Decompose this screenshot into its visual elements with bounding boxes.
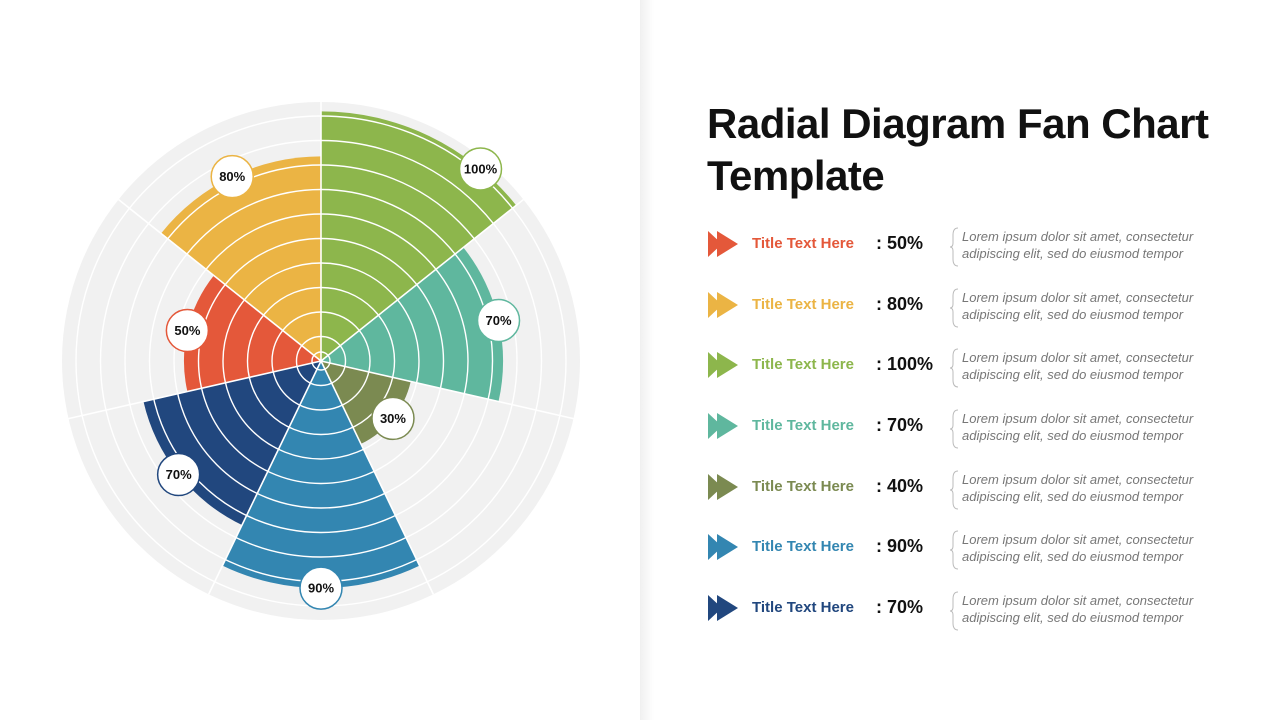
arrow-icon — [706, 230, 740, 258]
legend-description: Lorem ipsum dolor sit amet, consectetur … — [962, 349, 1224, 383]
radial-fan-chart: 100% 70% 30% 90% 70% 50% 80% — [0, 0, 640, 720]
legend-item: Title Text Here : 70% Lorem ipsum dolor … — [706, 590, 1226, 634]
legend-value: : 90% — [876, 536, 923, 557]
legend-description: Lorem ipsum dolor sit amet, consectetur … — [962, 410, 1224, 444]
legend-description: Lorem ipsum dolor sit amet, consectetur … — [962, 228, 1224, 262]
arrow-icon — [706, 473, 740, 501]
page-title: Radial Diagram Fan Chart Template — [707, 98, 1227, 202]
arrow-icon — [706, 533, 740, 561]
legend-description: Lorem ipsum dolor sit amet, consectetur … — [962, 289, 1224, 323]
legend-title: Title Text Here — [752, 356, 854, 373]
legend-value: : 100% — [876, 354, 933, 375]
value-label: 70% — [166, 467, 192, 482]
legend-item: Title Text Here : 70% Lorem ipsum dolor … — [706, 408, 1226, 452]
legend-title: Title Text Here — [752, 538, 854, 555]
chart-panel: 100% 70% 30% 90% 70% 50% 80% — [0, 0, 640, 720]
legend-value: : 80% — [876, 294, 923, 315]
legend-description: Lorem ipsum dolor sit amet, consectetur … — [962, 592, 1224, 626]
brace-icon — [950, 470, 960, 510]
value-label: 30% — [380, 411, 406, 426]
value-label: 80% — [219, 169, 245, 184]
brace-icon — [950, 591, 960, 631]
legend-description: Lorem ipsum dolor sit amet, consectetur … — [962, 531, 1224, 565]
legend-title: Title Text Here — [752, 478, 854, 495]
brace-icon — [950, 288, 960, 328]
legend-item: Title Text Here : 40% Lorem ipsum dolor … — [706, 469, 1226, 513]
legend-item: Title Text Here : 80% Lorem ipsum dolor … — [706, 287, 1226, 331]
brace-icon — [950, 530, 960, 570]
arrow-icon — [706, 594, 740, 622]
legend-title: Title Text Here — [752, 417, 854, 434]
legend-value: : 40% — [876, 476, 923, 497]
value-label: 90% — [308, 581, 334, 596]
legend-title: Title Text Here — [752, 296, 854, 313]
value-label: 70% — [486, 313, 512, 328]
legend-value: : 70% — [876, 597, 923, 618]
legend-title: Title Text Here — [752, 235, 854, 252]
brace-icon — [950, 348, 960, 388]
value-label: 50% — [174, 323, 200, 338]
legend-item: Title Text Here : 90% Lorem ipsum dolor … — [706, 529, 1226, 573]
arrow-icon — [706, 412, 740, 440]
legend-description: Lorem ipsum dolor sit amet, consectetur … — [962, 471, 1224, 505]
arrow-icon — [706, 291, 740, 319]
legend-item: Title Text Here : 100% Lorem ipsum dolor… — [706, 347, 1226, 391]
legend-title: Title Text Here — [752, 599, 854, 616]
brace-icon — [950, 409, 960, 449]
brace-icon — [950, 227, 960, 267]
panel-divider — [640, 0, 654, 720]
legend-value: : 50% — [876, 233, 923, 254]
legend-item: Title Text Here : 50% Lorem ipsum dolor … — [706, 226, 1226, 270]
value-label: 100% — [464, 161, 498, 176]
arrow-icon — [706, 351, 740, 379]
legend-value: : 70% — [876, 415, 923, 436]
